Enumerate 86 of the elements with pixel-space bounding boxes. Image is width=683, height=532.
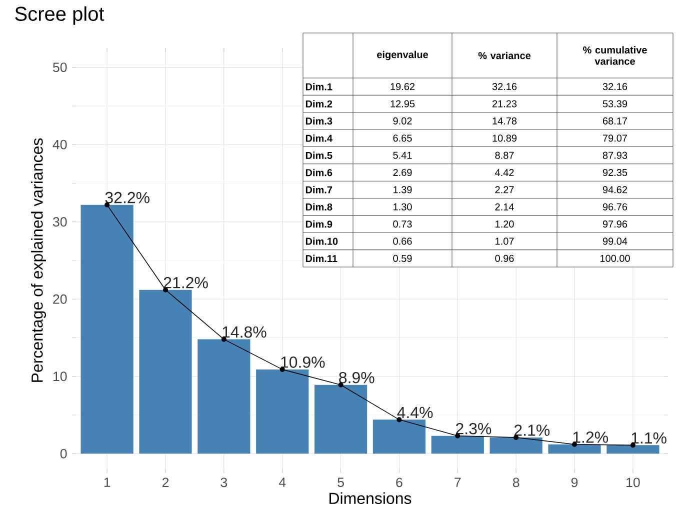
- data-label: 1.30: [394, 203, 412, 210]
- x-tick-label: 6: [396, 478, 402, 488]
- data-label: 87.93: [602, 152, 628, 159]
- data-label: 2.14: [495, 203, 514, 210]
- x-tick-label: 4: [278, 478, 286, 487]
- bar: [548, 444, 601, 454]
- data-label: 92.35: [602, 168, 628, 176]
- y-tick-label: 40: [52, 140, 67, 150]
- data-label: 1.2%: [573, 432, 608, 443]
- category-label: Dim.1: [306, 82, 332, 90]
- data-label: 8.87: [495, 152, 514, 159]
- chart-title: Scree plot: [15, 6, 104, 25]
- data-label: 5.41: [393, 152, 412, 159]
- data-label: 2.69: [393, 168, 412, 176]
- data-label: 4.4%: [397, 406, 433, 418]
- category-label: Dim.10: [306, 238, 338, 245]
- category-label: Dim.11: [306, 254, 338, 262]
- data-label: 2.1%: [514, 424, 550, 436]
- x-tick-label: 3: [220, 478, 228, 488]
- data-label: 1.39: [394, 186, 412, 194]
- data-label: 68.17: [602, 117, 628, 124]
- category-label: Dim.8: [306, 203, 332, 211]
- data-label: 53.39: [602, 100, 628, 108]
- data-label: 4.42: [495, 169, 514, 176]
- bar: [80, 204, 134, 454]
- data-label: 2.27: [495, 186, 514, 194]
- bar: [372, 420, 426, 454]
- data-label: 0.73: [393, 220, 412, 228]
- bar: [490, 437, 542, 454]
- bar: [606, 445, 660, 454]
- category-label: Dim.9: [306, 220, 332, 228]
- data-label: 32.16: [602, 83, 628, 90]
- data-label: 2.3%: [456, 422, 492, 434]
- data-label: 32.2%: [105, 192, 150, 204]
- bar: [314, 384, 368, 454]
- x-tick-label: 5: [338, 478, 344, 487]
- y-axis-title: Percentage of explained variances: [31, 138, 46, 382]
- data-label: 1.1%: [632, 432, 666, 444]
- data-label: 10.89: [492, 134, 517, 142]
- data-label: 0.59: [393, 254, 412, 262]
- data-label: 0.96: [495, 254, 514, 262]
- category-label: Dim.5: [306, 152, 332, 159]
- y-tick-label: 20: [53, 294, 67, 304]
- data-label: 12.95: [390, 100, 415, 108]
- data-label: 9.02: [393, 117, 412, 124]
- x-tick-label: 2: [162, 478, 169, 488]
- text: % cumulative variance: [583, 46, 647, 65]
- data-label: 0.66: [393, 238, 412, 245]
- bar: [139, 290, 192, 454]
- x-tick-label: 7: [454, 478, 461, 487]
- data-label: 6.65: [393, 134, 412, 142]
- data-label: 79.07: [603, 134, 628, 142]
- data-label: 1.20: [496, 220, 514, 228]
- category-label: Dim.6: [306, 168, 332, 176]
- x-axis-title: Dimensions: [330, 492, 412, 504]
- x-tick-label: 9: [571, 478, 578, 488]
- y-tick-label: 10: [53, 372, 67, 382]
- bar: [256, 369, 309, 454]
- x-tick-label: 1: [104, 478, 110, 487]
- data-label: 10.9%: [281, 356, 325, 368]
- data-label: 14.8%: [222, 326, 266, 338]
- series-label: eigenvalue: [377, 50, 428, 60]
- category-label: Dim.4: [306, 134, 332, 142]
- data-label: 96.76: [602, 203, 628, 210]
- data-label: 21.2%: [164, 276, 208, 288]
- y-tick-label: 30: [52, 217, 67, 227]
- data-label: 99.04: [602, 238, 628, 245]
- data-label: 8.9%: [339, 372, 374, 384]
- category-label: Dim.3: [306, 117, 332, 125]
- category-label: Dim.2: [306, 100, 332, 108]
- data-label: 14.78: [492, 117, 517, 124]
- text: % variance: [478, 52, 531, 60]
- bar: [431, 436, 484, 454]
- x-tick-label: 8: [512, 478, 520, 488]
- y-tick-label: 0: [60, 448, 67, 458]
- y-tick-label: 50: [53, 62, 67, 72]
- category-label: Dim.7: [306, 186, 332, 194]
- bar: [198, 339, 250, 454]
- x-tick-label: 10: [626, 478, 640, 488]
- data-label: 1.07: [496, 238, 514, 245]
- data-label: 21.23: [492, 100, 517, 108]
- data-label: 100.00: [600, 254, 630, 262]
- data-label: 97.96: [602, 220, 628, 228]
- data-label: 32.16: [492, 83, 517, 90]
- data-label: 94.62: [602, 186, 628, 194]
- data-label: 19.62: [390, 83, 415, 90]
